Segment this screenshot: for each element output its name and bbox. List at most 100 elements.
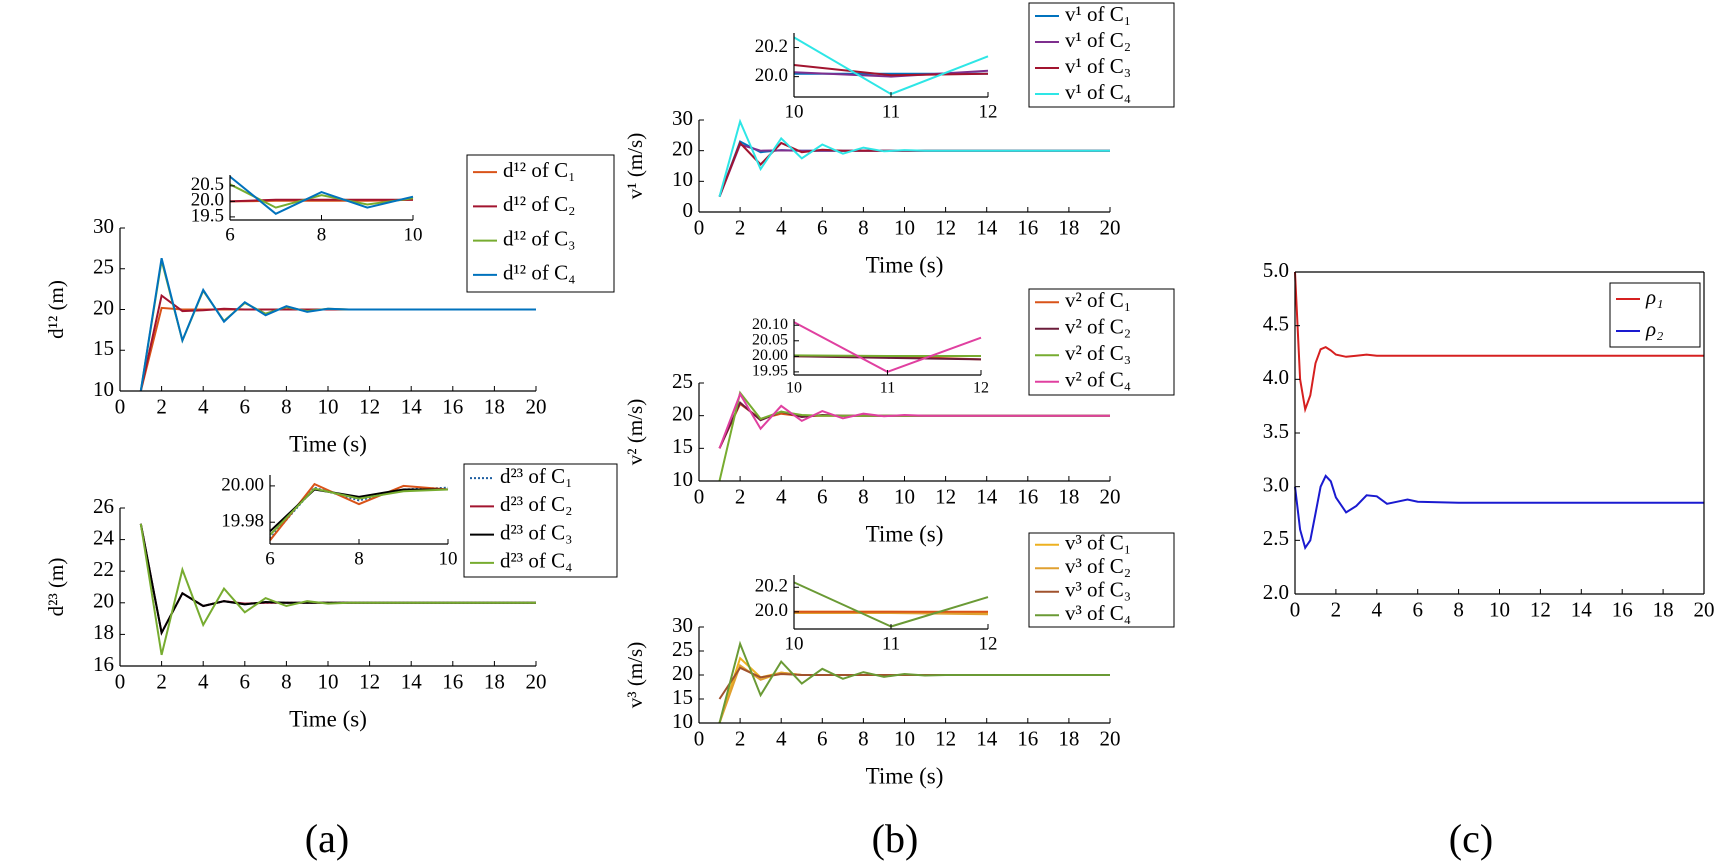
y-axis-label: v¹ (m/s) bbox=[623, 133, 647, 199]
y-tick-label: 15 bbox=[93, 336, 114, 360]
x-tick-label: 12 bbox=[979, 102, 998, 123]
x-tick-label: 10 bbox=[404, 225, 423, 246]
x-tick-label: 20 bbox=[526, 670, 547, 694]
x-tick-label: 8 bbox=[858, 216, 869, 240]
y-tick-label: 20 bbox=[672, 401, 693, 425]
x-tick-label: 20 bbox=[1100, 727, 1121, 751]
x-tick-label: 18 bbox=[484, 670, 505, 694]
x-tick-label: 6 bbox=[265, 549, 275, 570]
y-tick-label: 20.5 bbox=[191, 174, 224, 195]
x-tick-label: 12 bbox=[1530, 598, 1551, 622]
y-axis-label: d²³ (m) bbox=[44, 558, 68, 617]
y-tick-label: 20.2 bbox=[755, 576, 788, 597]
y-tick-label: 4.0 bbox=[1263, 365, 1289, 389]
x-tick-label: 14 bbox=[976, 485, 998, 509]
chart: 10 11 12 20.0 20.2 bbox=[755, 33, 998, 123]
x-tick-label: 18 bbox=[1058, 727, 1079, 751]
x-tick-label: 12 bbox=[973, 379, 989, 396]
chart: 6 8 10 19.520.020.5 bbox=[191, 174, 423, 245]
x-tick-label: 0 bbox=[694, 216, 705, 240]
y-tick-label: 15 bbox=[672, 434, 693, 458]
x-tick-label: 4 bbox=[776, 727, 787, 751]
x-tick-label: 0 bbox=[115, 670, 126, 694]
x-tick-label: 6 bbox=[817, 216, 828, 240]
x-tick-label: 2 bbox=[735, 727, 746, 751]
plot-bg bbox=[794, 33, 988, 97]
chart: 0 2 4 6 8 10 12 14 16 18 20 10 15 20 25 Time (s) v² (m/s… bbox=[623, 288, 1175, 546]
y-tick-label: 5.0 bbox=[1263, 258, 1289, 282]
x-tick-label: 2 bbox=[1331, 598, 1342, 622]
legend-box bbox=[1028, 2, 1175, 108]
plot-bg bbox=[699, 383, 1110, 481]
y-tick-label: 20.2 bbox=[755, 36, 788, 57]
x-tick-label: 6 bbox=[240, 670, 251, 694]
x-tick-label: 4 bbox=[198, 395, 209, 419]
chart: 0 2 4 6 8 10 12 14 16 18 20 2.0 2.5 3.0 3.5 4.0 4.5 5.0 ρ₁… bbox=[1263, 258, 1715, 622]
y-tick-label: 26 bbox=[93, 494, 114, 518]
x-tick-label: 4 bbox=[776, 485, 787, 509]
x-tick-label: 16 bbox=[442, 395, 463, 419]
legend-label: v³ of C₁ bbox=[1065, 531, 1131, 555]
legend-box bbox=[1028, 288, 1175, 396]
legend-label: v³ of C₂ bbox=[1065, 554, 1131, 578]
legend-box bbox=[1609, 282, 1701, 348]
y-tick-label: 18 bbox=[93, 620, 114, 644]
y-axis-label: v² (m/s) bbox=[623, 399, 647, 465]
plot-bg bbox=[794, 575, 988, 629]
x-tick-label: 16 bbox=[1017, 485, 1038, 509]
x-tick-label: 10 bbox=[318, 670, 339, 694]
chart: 10 11 12 20.0 20.2 bbox=[755, 575, 998, 655]
x-tick-label: 10 bbox=[894, 727, 915, 751]
x-tick-label: 6 bbox=[817, 485, 828, 509]
y-tick-label: 20 bbox=[672, 136, 693, 160]
panel-label: (b) bbox=[872, 816, 919, 861]
x-tick-label: 12 bbox=[935, 216, 956, 240]
series-line bbox=[229, 183, 414, 209]
x-tick-label: 4 bbox=[198, 670, 209, 694]
series-line bbox=[269, 487, 449, 536]
x-tick-label: 2 bbox=[735, 216, 746, 240]
y-tick-label: 19.98 bbox=[221, 511, 264, 532]
panel-label: (c) bbox=[1449, 816, 1493, 861]
y-tick-label: 10 bbox=[672, 709, 693, 733]
x-tick-label: 12 bbox=[935, 727, 956, 751]
x-axis-label: Time (s) bbox=[866, 521, 944, 546]
legend-box bbox=[463, 463, 618, 578]
y-tick-label: 20.00 bbox=[221, 474, 264, 495]
y-tick-label: 10 bbox=[672, 167, 693, 191]
legend-label: d¹² of C₄ bbox=[503, 261, 575, 285]
x-tick-label: 2 bbox=[156, 395, 167, 419]
y-tick-label: 3.5 bbox=[1263, 419, 1289, 443]
x-tick-label: 8 bbox=[281, 395, 292, 419]
y-tick-label: 0 bbox=[683, 198, 694, 222]
y-axis-label: v³ (m/s) bbox=[623, 642, 647, 708]
x-tick-label: 10 bbox=[1489, 598, 1510, 622]
x-tick-label: 6 bbox=[240, 395, 251, 419]
legend-label: d¹² of C₂ bbox=[503, 192, 575, 216]
x-tick-label: 8 bbox=[858, 485, 869, 509]
legend-label: v³ of C₄ bbox=[1065, 601, 1131, 625]
chart: 6 8 10 19.98 20.00 bbox=[221, 474, 457, 569]
x-tick-label: 18 bbox=[1058, 485, 1079, 509]
legend-label: v² of C₃ bbox=[1065, 341, 1131, 365]
x-tick-label: 6 bbox=[1412, 598, 1423, 622]
series-line bbox=[793, 69, 989, 78]
x-tick-label: 4 bbox=[776, 216, 787, 240]
plot-bg bbox=[270, 475, 448, 544]
x-tick-label: 14 bbox=[401, 670, 423, 694]
x-tick-label: 8 bbox=[858, 727, 869, 751]
y-tick-label: 19.95 bbox=[752, 363, 788, 380]
x-tick-label: 8 bbox=[354, 549, 364, 570]
x-tick-label: 6 bbox=[225, 225, 235, 246]
legend-box bbox=[1028, 532, 1175, 628]
x-tick-label: 16 bbox=[1017, 727, 1038, 751]
y-tick-label: 22 bbox=[93, 557, 114, 581]
x-tick-label: 8 bbox=[317, 225, 327, 246]
x-tick-label: 10 bbox=[894, 485, 915, 509]
plot-bg bbox=[794, 319, 981, 375]
panel-label: (a) bbox=[305, 816, 349, 861]
chart: 0 2 4 6 8 10 12 14 16 18 20 10 15 20 25 30 Time (s) d¹² (… bbox=[44, 154, 615, 456]
series-line bbox=[139, 257, 536, 392]
